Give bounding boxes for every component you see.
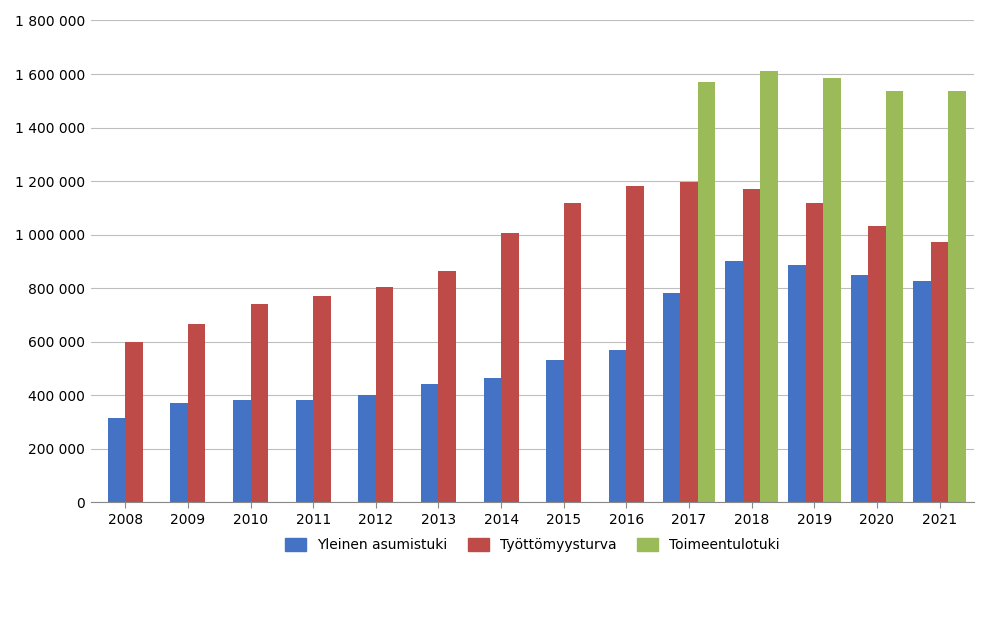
Bar xyxy=(250,304,268,502)
Bar xyxy=(851,275,868,502)
Bar xyxy=(564,203,582,502)
Bar xyxy=(680,183,698,502)
Bar xyxy=(948,91,966,502)
Bar xyxy=(823,78,841,502)
Bar xyxy=(886,91,903,502)
Bar xyxy=(233,401,250,502)
Bar xyxy=(931,242,948,502)
Bar xyxy=(761,71,778,502)
Bar xyxy=(314,296,330,502)
Bar xyxy=(438,272,456,502)
Bar xyxy=(296,399,314,502)
Bar xyxy=(868,226,886,502)
Bar xyxy=(913,282,931,502)
Bar xyxy=(663,294,680,502)
Bar xyxy=(358,395,376,502)
Bar xyxy=(805,203,823,502)
Bar xyxy=(609,350,626,502)
Bar xyxy=(626,186,644,502)
Bar xyxy=(484,378,501,502)
Bar xyxy=(725,261,743,502)
Bar xyxy=(188,324,206,502)
Legend: Yleinen asumistuki, Työttömyysturva, Toimeentulotuki: Yleinen asumistuki, Työttömyysturva, Toi… xyxy=(279,533,785,558)
Bar xyxy=(698,82,715,502)
Bar xyxy=(421,384,438,502)
Bar xyxy=(126,342,142,502)
Bar xyxy=(546,360,564,502)
Bar xyxy=(501,232,518,502)
Bar xyxy=(743,188,761,502)
Bar xyxy=(170,403,188,502)
Bar xyxy=(788,265,805,502)
Bar xyxy=(376,287,394,502)
Bar xyxy=(108,418,126,502)
